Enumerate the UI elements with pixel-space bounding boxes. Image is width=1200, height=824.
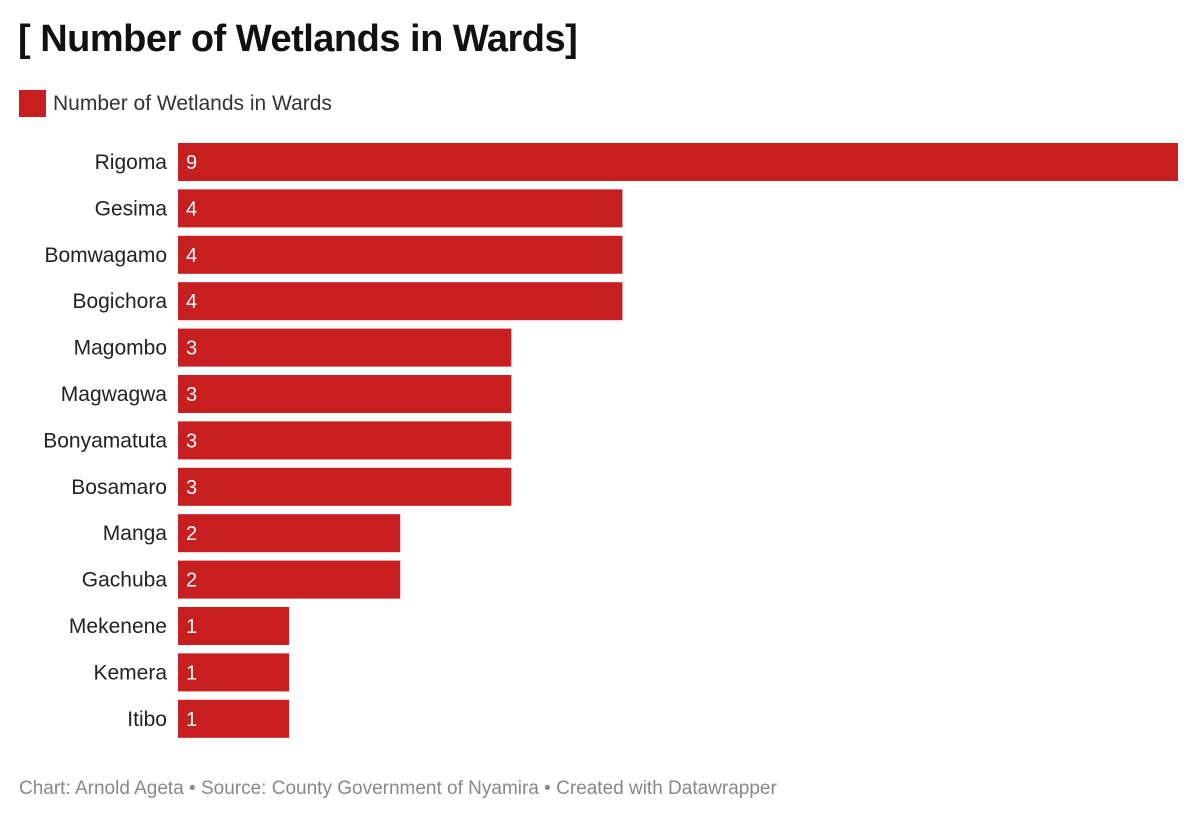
bar-itibo — [178, 699, 290, 738]
category-label: Mekenene — [69, 615, 167, 638]
data-label: 2 — [186, 570, 197, 592]
bar-magombo — [178, 328, 512, 367]
category-label: Manga — [103, 522, 168, 545]
category-label: Itibo — [127, 708, 167, 731]
category-label: Magwagwa — [61, 383, 168, 406]
bar-mekenene — [178, 607, 290, 645]
category-label: Bonyamatuta — [43, 429, 167, 452]
data-label: 3 — [186, 477, 197, 499]
category-label: Gesima — [95, 197, 168, 220]
category-label: Bogichora — [72, 290, 167, 313]
chart-footer: Chart: Arnold Ageta • Source: County Gov… — [19, 778, 777, 799]
legend-swatch — [19, 90, 46, 117]
category-label: Bosamaro — [71, 476, 167, 499]
data-label: 2 — [186, 523, 197, 545]
data-label: 1 — [186, 709, 197, 731]
data-label: 3 — [186, 430, 197, 452]
data-label: 1 — [186, 616, 197, 638]
bar-rigoma — [178, 143, 1178, 181]
bar-bogichora — [178, 282, 623, 321]
data-label: 3 — [186, 338, 197, 360]
bar-gesima — [178, 189, 623, 228]
data-label: 9 — [186, 152, 197, 174]
bar-magwagwa — [178, 375, 512, 413]
legend: Number of Wetlands in Wards — [19, 90, 332, 117]
data-label: 3 — [186, 384, 197, 406]
data-label: 1 — [186, 662, 197, 684]
category-label: Magombo — [74, 337, 167, 360]
legend-label: Number of Wetlands in Wards — [53, 91, 332, 115]
category-label: Gachuba — [82, 569, 168, 592]
category-label: Kemera — [93, 661, 167, 684]
data-label: 4 — [186, 198, 197, 220]
bar-bosamaro — [178, 467, 512, 506]
category-label: Rigoma — [95, 151, 168, 174]
data-label: 4 — [186, 291, 197, 313]
bar-gachuba — [178, 560, 401, 599]
category-label: Bomwagamo — [44, 244, 167, 267]
bar-manga — [178, 514, 401, 553]
data-label: 4 — [186, 245, 197, 267]
chart-title: [ Number of Wetlands in Wards] — [18, 18, 578, 60]
bar-bomwagamo — [178, 235, 623, 274]
bar-bonyamatuta — [178, 421, 512, 460]
bar-kemera — [178, 653, 290, 692]
